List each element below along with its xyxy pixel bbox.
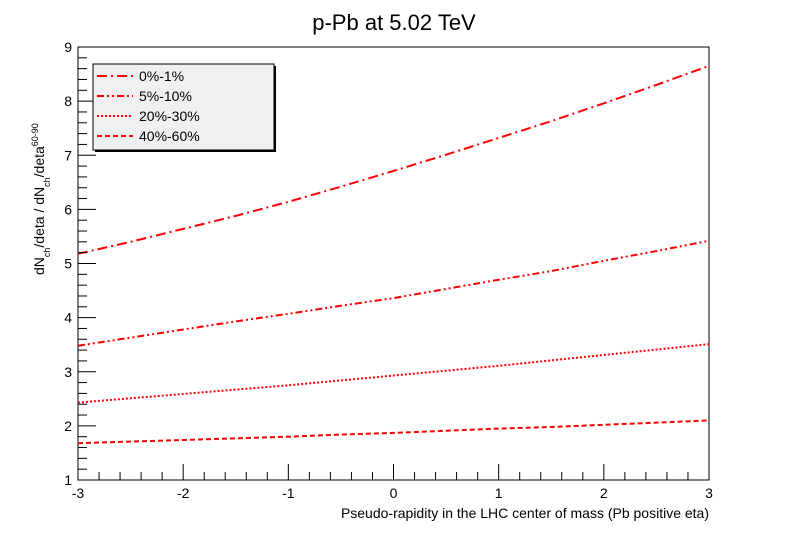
chart-title: p-Pb at 5.02 TeV [312,10,476,35]
x-tick-label: -2 [177,485,190,501]
legend-label-1: 0%-1% [139,68,184,84]
x-tick-label: -1 [282,485,295,501]
x-tick-label: 2 [600,485,608,501]
y-axis-title: dNch/deta / dNch/deta60-90 [30,123,52,275]
x-tick-label: 0 [390,485,398,501]
series-line-2 [77,239,710,347]
y-tick-label: 4 [64,310,72,326]
x-tick-label: -3 [72,485,85,501]
y-tick-label: 5 [64,256,72,272]
legend-label-3: 20%-30% [139,108,200,124]
y-tick-label: 6 [64,201,72,217]
series-line-3 [77,343,710,404]
y-tick-label: 9 [64,39,72,55]
series-line-4 [77,419,710,445]
legend-label-4: 40%-60% [139,128,200,144]
y-tick-label: 8 [64,93,72,109]
legend-label-2: 5%-10% [139,88,192,104]
x-tick-label: 3 [705,485,713,501]
y-tick-label: 2 [64,418,72,434]
y-tick-label: 7 [64,147,72,163]
y-tick-label: 1 [64,472,72,488]
series-line-1 [77,64,710,255]
y-tick-label: 3 [64,364,72,380]
x-axis-title: Pseudo-rapidity in the LHC center of mas… [341,505,709,521]
x-tick-label: 1 [495,485,503,501]
